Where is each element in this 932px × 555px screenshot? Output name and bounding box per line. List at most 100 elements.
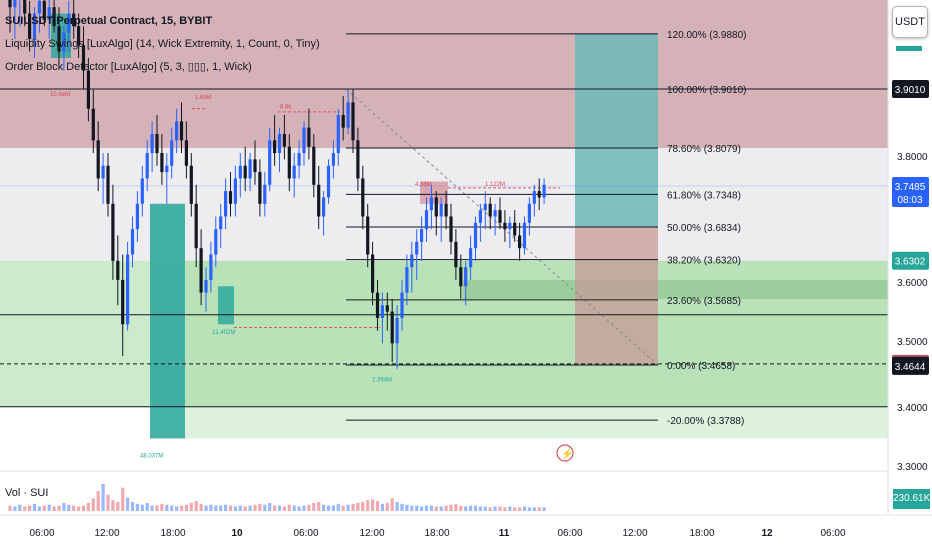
volume-bar	[380, 503, 384, 511]
volume-bar	[130, 502, 135, 511]
candle-body	[170, 140, 174, 166]
liquidity-label: 1.6bM	[195, 95, 212, 101]
candle-body	[292, 165, 296, 179]
candle-body	[219, 216, 223, 230]
volume-bar	[72, 505, 76, 511]
volume-bar	[527, 507, 531, 511]
volume-bar	[37, 506, 41, 511]
volume-bar	[478, 506, 482, 511]
volume-bar	[238, 505, 242, 511]
candle-body	[503, 222, 507, 230]
time-tick-label: 12:00	[359, 528, 384, 539]
candle-body	[28, 13, 32, 39]
volume-bar	[424, 505, 429, 511]
candle-body	[121, 279, 125, 325]
currency-indicator	[896, 46, 922, 51]
candle-body	[8, 0, 12, 8]
volume-bar	[508, 506, 512, 511]
candle-body	[390, 311, 394, 344]
volume-bar	[140, 504, 144, 511]
volume-bar	[47, 504, 51, 511]
candle-body	[62, 32, 66, 52]
candle-body	[513, 222, 517, 236]
stop-loss-box	[575, 227, 658, 365]
indicator-order-block[interactable]: Order Block Detector [LuxAlgo] (5, 3, ▯▯…	[5, 61, 252, 73]
price-tick-label: 3.6000	[897, 278, 928, 289]
candle-body	[179, 121, 184, 141]
price-tag-label: 3.4644	[895, 362, 926, 373]
candle-body	[189, 165, 193, 204]
candle-body	[91, 108, 95, 141]
volume-bar	[331, 505, 335, 511]
candle-body	[184, 140, 188, 166]
volume-bar	[493, 506, 497, 511]
candle-body	[346, 102, 350, 128]
liquidity-label: 21.402M	[212, 330, 235, 336]
candle-body	[356, 140, 360, 179]
liquidity-label: 2.394M	[372, 377, 392, 383]
time-tick-label: 06:00	[820, 528, 845, 539]
time-tick-label: 12:00	[622, 528, 647, 539]
candle-body	[449, 216, 453, 242]
volume-bar	[322, 504, 326, 511]
volume-bar	[292, 505, 296, 511]
volume-bar	[385, 502, 389, 511]
candle-body	[106, 165, 110, 204]
volume-bar	[150, 505, 154, 511]
volume-bar	[336, 503, 340, 511]
candle-body	[214, 229, 218, 255]
time-tick-label: 06:00	[293, 528, 318, 539]
volume-bar	[317, 502, 321, 511]
candle-body	[307, 127, 311, 147]
candle-body	[498, 210, 502, 223]
candle-body	[371, 254, 375, 293]
candle-body	[518, 235, 522, 249]
volume-bar	[371, 499, 375, 511]
volume-bar	[346, 504, 350, 511]
volume-bar	[449, 504, 453, 511]
liquidity-box	[150, 203, 185, 439]
candle-body	[47, 7, 51, 20]
volume-bar	[410, 505, 414, 511]
candle-body	[277, 134, 282, 154]
volume-bar	[302, 505, 306, 511]
indicator-liquidity-swings[interactable]: Liquidity Swings [LuxAlgo] (14, Wick Ext…	[5, 38, 320, 50]
candle-body	[228, 191, 233, 204]
candle-body	[415, 241, 419, 255]
volume-bar	[126, 497, 130, 511]
candle-body	[258, 172, 262, 204]
candle-body	[32, 13, 37, 39]
volume-bar	[67, 504, 71, 511]
candle-body	[150, 134, 154, 154]
demand-block	[463, 279, 888, 299]
resistance-zone	[0, 0, 888, 149]
price-tag	[892, 356, 929, 375]
price-tick-label: 3.3000	[897, 462, 928, 473]
volume-bar	[52, 506, 56, 511]
volume-bar	[184, 504, 188, 511]
chart-legend: SUIUSDT Perpetual Contract, 15, BYBIT Li…	[5, 10, 320, 79]
liquidity-box-small	[218, 286, 234, 325]
candle-body	[282, 134, 286, 147]
liquidity-label: 1.122M	[485, 182, 505, 188]
volume-bar	[483, 506, 487, 511]
currency-button[interactable]: USDT	[892, 6, 928, 38]
volume-bar	[361, 502, 365, 511]
price-tag-countdown: 08:03	[897, 195, 922, 206]
candle-body	[57, 26, 61, 52]
candle-body	[224, 191, 228, 217]
candle-body	[527, 203, 531, 223]
candle-body	[204, 279, 208, 293]
candle-body	[243, 165, 247, 179]
volume-bar	[395, 502, 399, 511]
volume-bar	[341, 505, 345, 511]
volume-bar	[287, 504, 291, 511]
candle-body	[444, 203, 448, 217]
volume-bar	[469, 505, 473, 511]
candle-body	[434, 197, 438, 217]
candle-body	[341, 115, 345, 128]
fib-level-label: 38.20% (3.6320)	[667, 256, 741, 267]
volume-bar	[326, 505, 331, 511]
